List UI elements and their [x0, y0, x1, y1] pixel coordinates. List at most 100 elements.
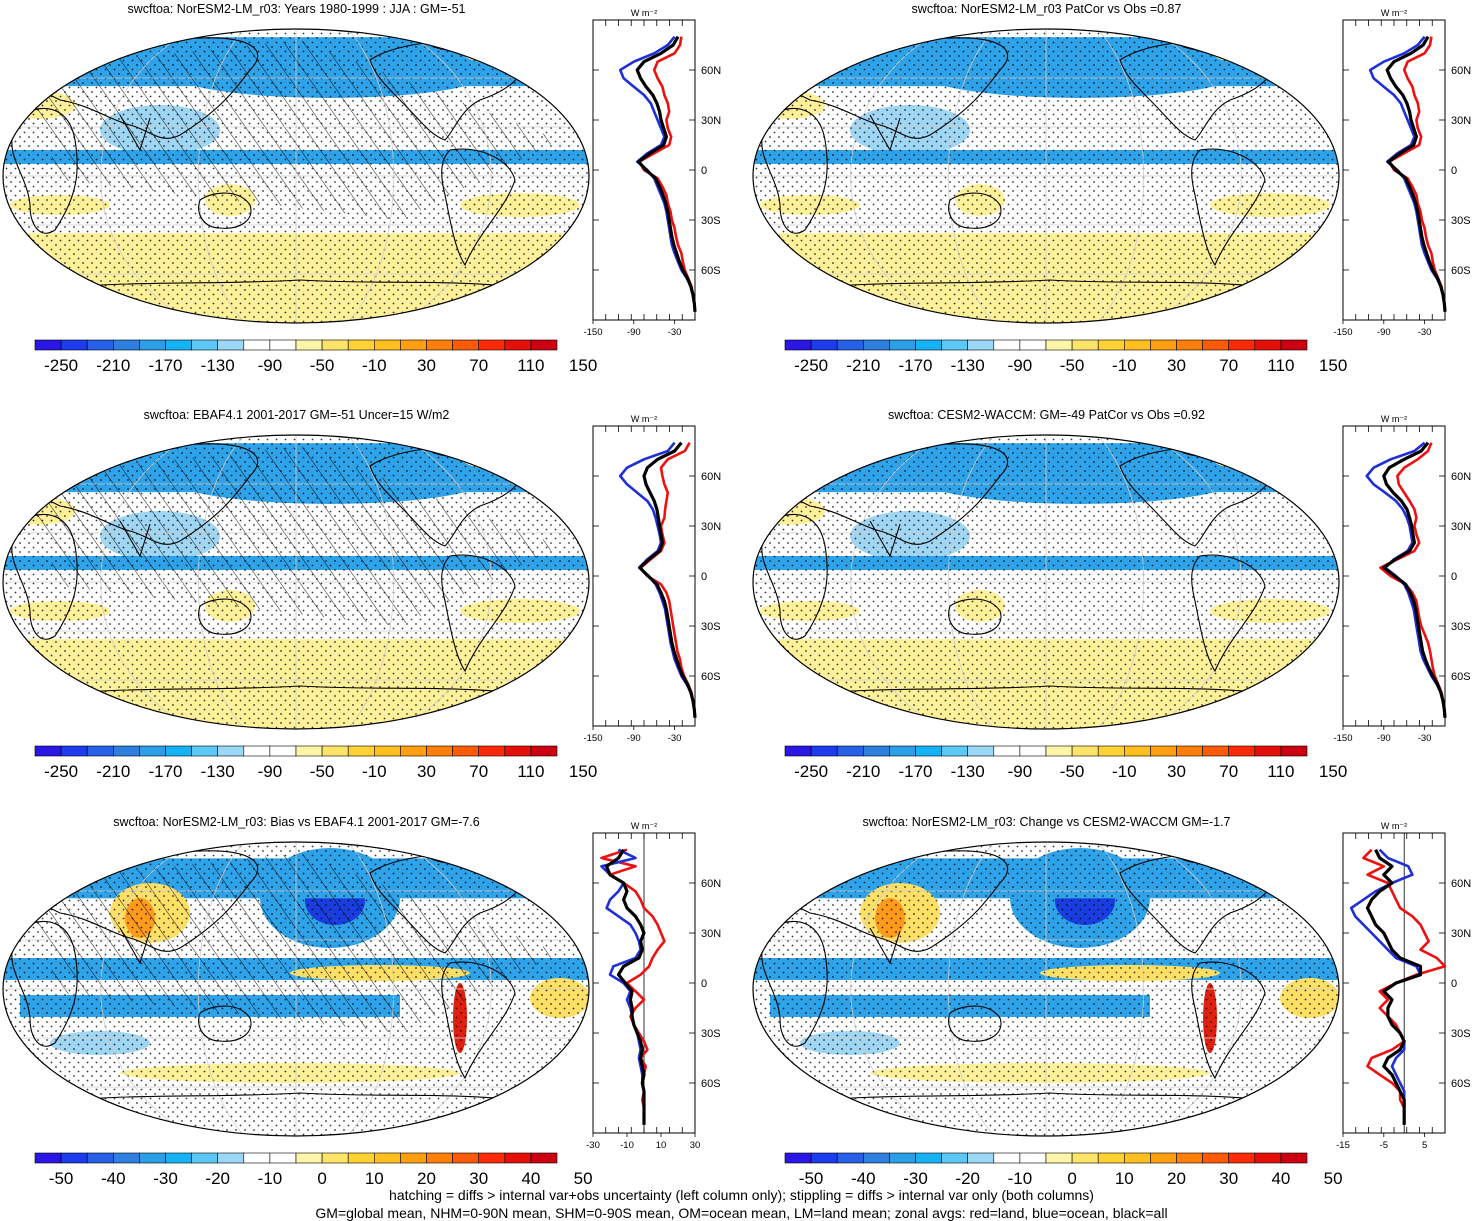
colorbar-swatch: [1019, 339, 1047, 351]
colorbar-label: -170: [148, 762, 182, 781]
lat-tick-label: 0: [1451, 165, 1457, 177]
colorbar-swatch: [243, 339, 271, 351]
colorbar-label: 20: [1167, 1169, 1186, 1188]
colorbar-label: -170: [148, 356, 182, 375]
figure-panel: swcftoa: NorESM2-LM_r03: Years 1980-1999…: [0, 0, 733, 400]
figure-panel: swcftoa: NorESM2-LM_r03 PatCor vs Obs =0…: [750, 0, 1483, 400]
colorbar-label: 0: [317, 1169, 326, 1188]
colorbar-swatch: [1150, 339, 1177, 351]
lat-tick-label: 30N: [1451, 521, 1471, 533]
colorbar-label: -50: [310, 356, 335, 375]
zonal-xtick-label: -30: [1418, 733, 1432, 744]
colorbar-swatch: [1123, 1152, 1151, 1164]
colorbar-label: -20: [205, 1169, 230, 1188]
colorbar-label: -130: [951, 356, 985, 375]
colorbar-swatch: [139, 745, 166, 757]
colorbar-swatch: [1071, 339, 1099, 351]
colorbar-swatch: [1019, 1152, 1047, 1164]
map-field: [753, 842, 1339, 1136]
colorbar: -250 -210 -170 -130 -90 -50 -10 30 70 110 150: [34, 339, 597, 375]
colorbar-swatch: [1045, 339, 1073, 351]
colorbar-label: -90: [258, 762, 283, 781]
colorbar-label: 150: [569, 356, 597, 375]
lat-tick-label: 30S: [701, 1028, 721, 1040]
graticule: [3, 29, 589, 323]
zonal-series-all: [1385, 35, 1447, 312]
lat-tick-label: 30S: [1451, 621, 1471, 633]
colorbar-swatch: [478, 1152, 506, 1164]
panel-title: swcftoa: NorESM2-LM_r03: Years 1980-1999…: [127, 2, 466, 16]
zonal-unit-label: W m⁻²: [1381, 821, 1407, 831]
colorbar-label: -250: [44, 356, 78, 375]
colorbar-swatch: [426, 1152, 453, 1164]
zonal-series-land: [639, 442, 697, 718]
colorbar-swatch: [373, 745, 401, 757]
colorbar-swatch: [60, 339, 88, 351]
colorbar-swatch: [34, 1152, 62, 1164]
zonal-xtick-label: -15: [1336, 1140, 1350, 1151]
lat-tick-label: 60S: [1451, 265, 1471, 277]
colorbar-swatch: [113, 1152, 140, 1164]
zonal-mean-plot: W m⁻² -150 -90 -30 60N 30N 0 30S 60S: [583, 8, 721, 338]
colorbar-swatch: [889, 339, 916, 351]
colorbar-swatch: [530, 745, 558, 757]
colorbar-label: -30: [903, 1169, 928, 1188]
colorbar-swatch: [863, 339, 890, 351]
colorbar-swatch: [139, 1152, 166, 1164]
zonal-xtick-label: -5: [1380, 1140, 1388, 1151]
colorbar-swatch: [967, 745, 995, 757]
colorbar-swatch: [243, 745, 271, 757]
colorbar-label: 40: [521, 1169, 540, 1188]
colorbar-label: -170: [898, 356, 932, 375]
zonal-unit-label: W m⁻²: [1381, 8, 1407, 18]
colorbar-label: -10: [362, 762, 387, 781]
zonal-series-all: [635, 35, 697, 312]
colorbar-label: 110: [1267, 356, 1294, 375]
figure-panel: swcftoa: CESM2-WACCM: GM=-49 PatCor vs O…: [750, 406, 1483, 806]
colorbar-label: -20: [955, 1169, 980, 1188]
colorbar-swatch: [504, 745, 532, 757]
colorbar-label: -250: [794, 356, 828, 375]
colorbar-label: -210: [846, 356, 880, 375]
colorbar-label: 50: [1324, 1169, 1343, 1188]
colorbar-label: 10: [365, 1169, 384, 1188]
colorbar-label: 70: [469, 762, 488, 781]
lat-tick-label: 0: [1451, 978, 1457, 990]
colorbar-label: 110: [517, 762, 544, 781]
zonal-mean-plot: W m⁻² -150 -90 -30 60N 30N 0 30S 60S: [1333, 414, 1471, 744]
colorbar-label: 70: [469, 356, 488, 375]
zonal-xtick-label: -90: [627, 327, 641, 338]
colorbar-label: 70: [1219, 356, 1238, 375]
colorbar-swatch: [530, 1152, 558, 1164]
colorbar-swatch: [452, 339, 480, 351]
colorbar: -250 -210 -170 -130 -90 -50 -10 30 70 110 150: [34, 745, 597, 781]
colorbar-swatch: [784, 339, 812, 351]
colorbar-swatch: [1202, 1152, 1230, 1164]
colorbar-label: -210: [96, 762, 130, 781]
colorbar-swatch: [1045, 1152, 1073, 1164]
colorbar-label: -10: [258, 1169, 283, 1188]
lat-tick-label: 60N: [1451, 878, 1471, 890]
colorbar-swatch: [1228, 339, 1256, 351]
colorbar-swatch: [810, 1152, 838, 1164]
colorbar-swatch: [191, 1152, 219, 1164]
colorbar-swatch: [836, 339, 864, 351]
colorbar-swatch: [1045, 745, 1073, 757]
colorbar-label: -40: [851, 1169, 876, 1188]
colorbar-swatch: [217, 339, 245, 351]
colorbar-swatch: [1254, 339, 1282, 351]
lat-tick-label: 30S: [1451, 1028, 1471, 1040]
figure-panel: swcftoa: EBAF4.1 2001-2017 GM=-51 Uncer=…: [0, 406, 733, 806]
colorbar-swatch: [1176, 1152, 1203, 1164]
footer-hatching-note: hatching = diffs > internal var+obs unce…: [389, 1187, 1094, 1203]
zonal-xtick-label: -150: [583, 327, 602, 338]
figure-panel: swcftoa: NorESM2-LM_r03: Change vs CESM2…: [750, 813, 1483, 1213]
zonal-series-land: [1387, 36, 1447, 312]
colorbar-label: -50: [1060, 762, 1085, 781]
graticule: [753, 842, 1339, 1136]
colorbar-swatch: [1202, 745, 1230, 757]
colorbar-label: 110: [1267, 762, 1294, 781]
colorbar-swatch: [1228, 1152, 1256, 1164]
lat-tick-label: 30N: [1451, 928, 1471, 940]
colorbar-swatch: [243, 1152, 271, 1164]
